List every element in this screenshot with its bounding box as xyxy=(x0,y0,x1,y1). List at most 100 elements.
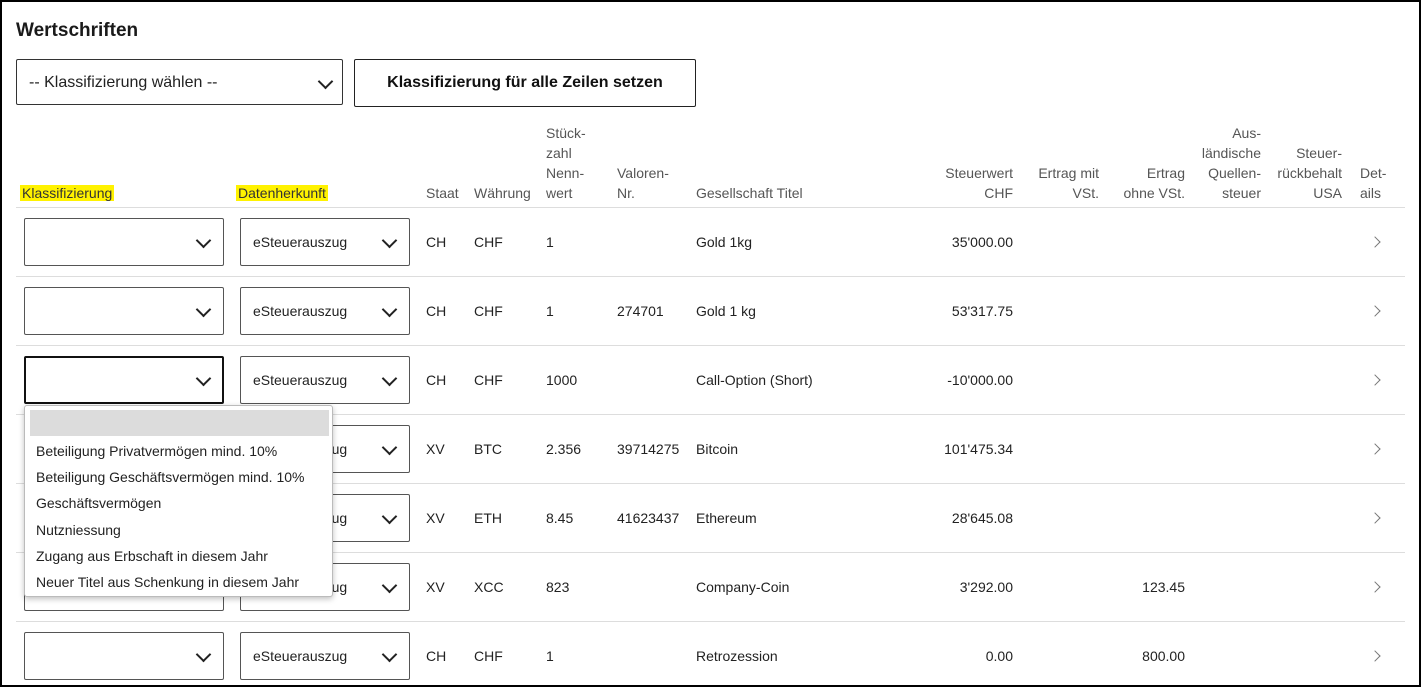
header-waehrung: Währung xyxy=(474,185,531,201)
cell-staat: CH xyxy=(426,648,447,664)
cell-titel: Retrozession xyxy=(696,648,778,664)
cell-waehrung: CHF xyxy=(474,372,503,388)
dropdown-option[interactable]: Beteiligung Geschäftsvermögen mind. 10% xyxy=(36,469,305,485)
header-ertrag-ohne: Ertrag ohne VSt. xyxy=(1123,165,1186,201)
row-divider xyxy=(16,483,1405,484)
classification-select-all[interactable]: -- Klassifizierung wählen -- xyxy=(16,59,343,105)
cell-stueckzahl: 8.45 xyxy=(546,510,574,526)
row-divider xyxy=(16,621,1405,622)
cell-steuerwert: -10'000.00 xyxy=(947,372,1013,388)
cell-stueckzahl: 1000 xyxy=(546,372,578,388)
cell-valoren: 41623437 xyxy=(617,510,680,526)
row-divider xyxy=(16,552,1405,553)
cell-staat: XV xyxy=(426,441,445,457)
header-divider xyxy=(16,207,1405,208)
row-divider xyxy=(16,345,1405,346)
cell-staat: CH xyxy=(426,303,447,319)
chevron-right-icon[interactable] xyxy=(1369,374,1381,386)
chevron-down-icon xyxy=(381,577,398,594)
datenherkunft-select[interactable]: eSteuerauszug xyxy=(240,356,410,404)
dropdown-option[interactable]: Nutzniessung xyxy=(36,522,121,538)
row-divider xyxy=(16,276,1405,277)
chevron-right-icon[interactable] xyxy=(1369,236,1381,248)
dropdown-option[interactable]: Geschäftsvermögen xyxy=(36,495,162,511)
cell-waehrung: XCC xyxy=(474,579,504,595)
cell-steuerwert: 0.00 xyxy=(985,648,1013,664)
dropdown-option[interactable]: Neuer Titel aus Schenkung in diesem Jahr xyxy=(36,574,300,590)
klassifizierung-select[interactable] xyxy=(24,218,224,266)
cell-stueckzahl: 1 xyxy=(546,648,554,664)
chevron-down-icon xyxy=(381,646,398,663)
page-title: Wertschriften xyxy=(16,20,139,41)
chevron-right-icon[interactable] xyxy=(1369,443,1381,455)
cell-valoren: 274701 xyxy=(617,303,664,319)
header-stueckzahl: Stück-zahl Nenn-wert xyxy=(546,125,586,201)
chevron-down-icon xyxy=(195,301,212,318)
cell-steuerwert: 28'645.08 xyxy=(951,510,1013,526)
cell-ertrag-ohne: 800.00 xyxy=(1142,648,1185,664)
dropdown-option[interactable]: Beteiligung Privatvermögen mind. 10% xyxy=(36,443,278,459)
cell-stueckzahl: 2.356 xyxy=(546,441,582,457)
cell-waehrung: CHF xyxy=(474,234,503,250)
classification-select-all-value: -- Klassifizierung wählen -- xyxy=(29,74,218,91)
cell-stueckzahl: 823 xyxy=(546,579,570,595)
cell-waehrung: CHF xyxy=(474,303,503,319)
chevron-right-icon[interactable] xyxy=(1369,305,1381,317)
cell-stueckzahl: 1 xyxy=(546,303,554,319)
cell-steuerwert: 35'000.00 xyxy=(951,234,1013,250)
chevron-down-icon xyxy=(381,439,398,456)
header-klassifizierung: Klassifizierung xyxy=(20,185,115,201)
cell-waehrung: CHF xyxy=(474,648,503,664)
cell-titel: Bitcoin xyxy=(696,441,739,457)
cell-titel: Gold 1 kg xyxy=(696,303,756,319)
cell-titel: Company-Coin xyxy=(696,579,790,595)
dropdown-option-empty[interactable] xyxy=(30,410,329,436)
row-divider xyxy=(16,414,1405,415)
chevron-down-icon xyxy=(195,370,212,387)
chevron-down-icon xyxy=(381,508,398,525)
datenherkunft-select[interactable]: eSteuerauszug xyxy=(240,632,410,680)
dropdown-option[interactable]: Zugang aus Erbschaft in diesem Jahr xyxy=(36,548,268,564)
header-ertrag-mit: Ertrag mit VSt. xyxy=(1038,165,1099,201)
chevron-right-icon[interactable] xyxy=(1369,650,1381,662)
header-titel: Gesellschaft Titel xyxy=(696,185,803,201)
header-steuerwert: Steuerwert CHF xyxy=(945,165,1013,201)
cell-staat: XV xyxy=(426,510,445,526)
cell-staat: CH xyxy=(426,372,447,388)
chevron-down-icon xyxy=(317,73,334,90)
header-staat: Staat xyxy=(426,185,459,201)
cell-waehrung: ETH xyxy=(474,510,502,526)
chevron-right-icon[interactable] xyxy=(1369,581,1381,593)
cell-titel: Ethereum xyxy=(696,510,757,526)
set-classification-all-button[interactable]: Klassifizierung für alle Zeilen setzen xyxy=(354,59,696,107)
chevron-down-icon xyxy=(381,301,398,318)
chevron-down-icon xyxy=(195,232,212,249)
datenherkunft-select[interactable]: eSteuerauszug xyxy=(240,218,410,266)
cell-staat: XV xyxy=(426,579,445,595)
datenherkunft-select[interactable]: eSteuerauszug xyxy=(240,287,410,335)
header-details: Det-ails xyxy=(1360,165,1387,201)
chevron-down-icon xyxy=(381,232,398,249)
cell-ertrag-ohne: 123.45 xyxy=(1142,579,1185,595)
cell-steuerwert: 3'292.00 xyxy=(959,579,1013,595)
cell-titel: Call-Option (Short) xyxy=(696,372,813,388)
header-datenherkunft: Datenherkunft xyxy=(236,185,328,201)
chevron-down-icon xyxy=(381,370,398,387)
chevron-right-icon[interactable] xyxy=(1369,512,1381,524)
klassifizierung-dropdown-menu: Beteiligung Privatvermögen mind. 10% Bet… xyxy=(24,405,333,597)
klassifizierung-select[interactable] xyxy=(24,632,224,680)
cell-steuerwert: 53'317.75 xyxy=(951,303,1013,319)
klassifizierung-select[interactable] xyxy=(24,287,224,335)
cell-valoren: 39714275 xyxy=(617,441,680,457)
cell-staat: CH xyxy=(426,234,447,250)
cell-waehrung: BTC xyxy=(474,441,502,457)
chevron-down-icon xyxy=(195,646,212,663)
cell-steuerwert: 101'475.34 xyxy=(944,441,1013,457)
header-rueckbehalt: Steuer-rückbehalt USA xyxy=(1277,145,1342,201)
cell-titel: Gold 1kg xyxy=(696,234,753,250)
header-quellensteuer: Aus-ländische Quellen-steuer xyxy=(1201,125,1261,201)
header-valoren: Valoren- Nr. xyxy=(617,165,669,201)
klassifizierung-select[interactable] xyxy=(24,356,224,404)
cell-stueckzahl: 1 xyxy=(546,234,554,250)
